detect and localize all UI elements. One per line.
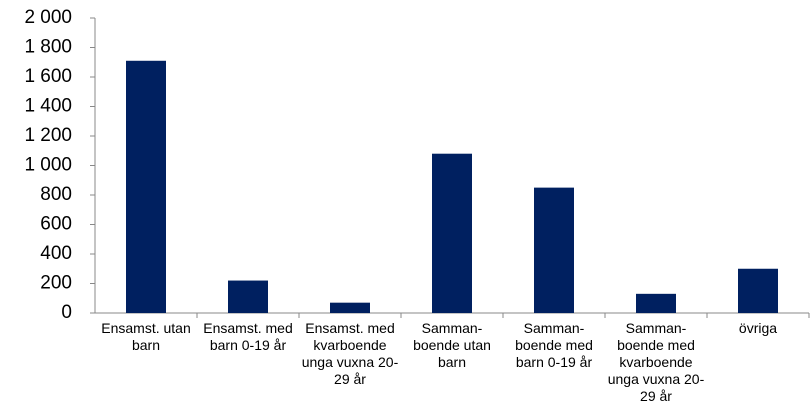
x-tick-label: Ensamst. utan barn (101, 320, 191, 353)
y-tick-label: 0 (61, 302, 72, 323)
y-tick-label: 800 (40, 184, 72, 205)
y-tick-label: 1 600 (24, 66, 72, 87)
y-tick-label: 1 800 (24, 37, 72, 58)
bar (636, 293, 676, 313)
x-tick-label: Ensamst. med barn 0-19 år (203, 320, 293, 353)
bar (432, 153, 472, 313)
bar (534, 187, 574, 313)
y-tick-label: 200 (40, 273, 72, 294)
bar (738, 268, 778, 313)
x-tick-label: Samman-boende med barn 0-19 år (515, 320, 593, 370)
y-tick-label: 1 200 (24, 125, 72, 146)
y-tick-label: 2 000 (24, 7, 72, 28)
x-tick-label: Samman-boende utan barn (413, 320, 491, 370)
x-tick-label: Ensamst. med kvarboende unga vuxna 20-29… (301, 320, 399, 387)
y-tick-label: 600 (40, 214, 72, 235)
y-tick-label: 400 (40, 243, 72, 264)
x-tick-label: Samman-boende med kvarboende unga vuxna … (607, 320, 705, 404)
bar (126, 60, 166, 314)
bar (330, 302, 370, 313)
y-tick-label: 1 400 (24, 96, 72, 117)
bar (228, 280, 268, 313)
x-tick-label: övriga (738, 320, 778, 336)
y-tick-label: 1 000 (24, 155, 72, 176)
